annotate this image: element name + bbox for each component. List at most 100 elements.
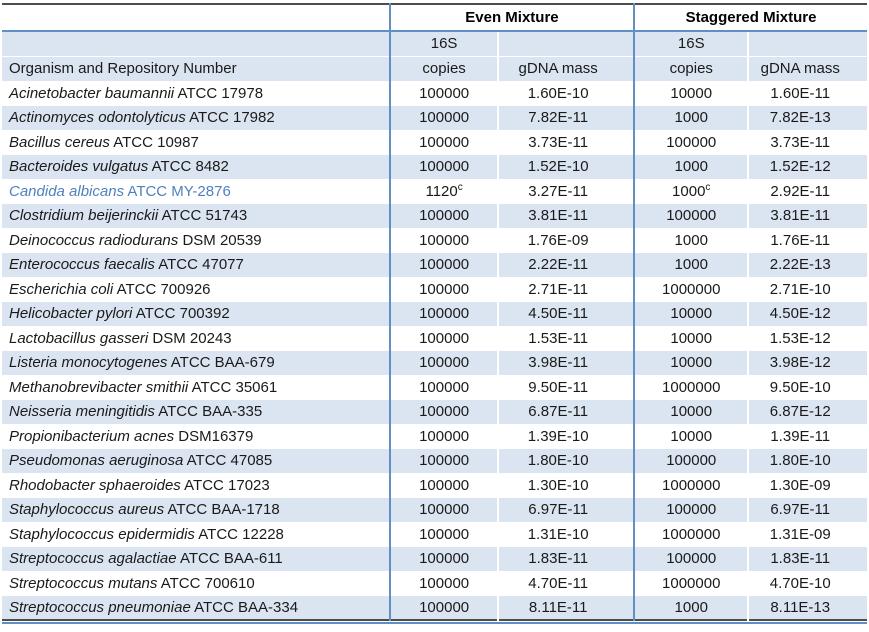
even-gdna-mass: 2.22E-11 [498, 252, 636, 277]
even-gdna-mass: 1.30E-10 [498, 473, 636, 498]
even-gdna-mass: 4.70E-11 [498, 571, 636, 596]
table-row: Staphylococcus aureus ATCC BAA-1718 1000… [2, 497, 867, 522]
organism-cell: Streptococcus pneumoniae ATCC BAA-334 [2, 595, 391, 620]
even-16s-copies: 100000 [389, 595, 500, 620]
table-body: Acinetobacter baumannii ATCC 17978 10000… [2, 81, 867, 620]
staggered-gdna-mass: 1.60E-11 [770, 84, 831, 102]
organism-name: Bacillus cereus [9, 133, 110, 151]
repository-number: DSM16379 [178, 427, 254, 445]
even-gdna-label: gDNA mass [498, 55, 636, 81]
table-row: Methanobrevibacter smithii ATCC 35061 10… [2, 375, 867, 400]
organism-cell: Clostridium beijerinckii ATCC 51743 [2, 203, 391, 228]
even-gdna-mass: 4.50E-11 [498, 301, 636, 326]
even-gdna-mass: 3.98E-11 [498, 350, 636, 375]
even-gdna-mass: 1.76E-09 [498, 228, 636, 253]
organism-cell: Actinomyces odontolyticus ATCC 17982 [2, 105, 391, 130]
even-16s-copies: 100000 [389, 81, 500, 106]
staggered-16s-copies: 100000 [634, 448, 750, 473]
staggered-gdna-label: gDNA mass [748, 55, 867, 81]
staggered-gdna-mass: 1.30E-09 [769, 476, 831, 494]
repository-number: ATCC BAA-334 [194, 598, 299, 616]
even-16s-copies: 100000 [389, 154, 500, 179]
staggered-16s-copies: 10000 [634, 399, 750, 424]
staggered-gdna-mass: 1.80E-10 [769, 452, 831, 470]
even-gdna-mass: 2.71E-11 [498, 277, 636, 302]
table-row: Streptococcus mutans ATCC 700610 100000 … [2, 571, 867, 596]
organism-name: Methanobrevibacter smithii [9, 378, 189, 396]
table-row: Rhodobacter sphaeroides ATCC 17023 10000… [2, 473, 867, 498]
table-row: Deinococcus radiodurans DSM 20539 100000… [2, 228, 867, 253]
organism-name: Enterococcus faecalis [9, 256, 155, 274]
organism-cell: Streptococcus agalactiae ATCC BAA-611 [2, 546, 391, 571]
organism-cell: Streptococcus mutans ATCC 700610 [2, 571, 391, 596]
even-gdna-mass: 1.53E-11 [498, 326, 636, 351]
organism-name: Staphylococcus aureus [9, 501, 165, 519]
even-16s-copies: 100000 [389, 522, 500, 547]
staggered-gdna-mass: 9.50E-10 [769, 378, 831, 396]
even-16s-copies: 100000 [389, 228, 500, 253]
repository-number: DSM 20243 [152, 329, 232, 347]
staggered-gdna-mass: 4.50E-12 [769, 305, 831, 323]
table-row: Propionibacterium acnes DSM16379 100000 … [2, 424, 867, 449]
header-labels-row: Organism and Repository Number copies gD… [2, 55, 867, 81]
even-16s-copies: 100000 [389, 252, 500, 277]
staggered-mixture-header: Staggered Mixture [634, 4, 867, 32]
organism-cell: Methanobrevibacter smithii ATCC 35061 [2, 375, 391, 400]
organism-cell: Rhodobacter sphaeroides ATCC 17023 [2, 473, 391, 498]
repository-number: DSM 20539 [182, 231, 262, 249]
even-16s-copies: 100000 [389, 571, 500, 596]
organism-cell: Pseudomonas aeruginosa ATCC 47085 [2, 448, 391, 473]
organism-column-header: Organism and Repository Number [2, 55, 391, 81]
even-16s-copies: 100000 [389, 497, 500, 522]
staggered-16s-copies: 1000 [634, 105, 750, 130]
organism-name: Acinetobacter baumannii [9, 84, 175, 102]
organism-cell: Bacteroides vulgatus ATCC 8482 [2, 154, 391, 179]
organism-name: Staphylococcus epidermidis [9, 525, 195, 543]
repository-number: ATCC MY-2876 [127, 182, 231, 200]
organism-name: Bacteroides vulgatus [9, 158, 149, 176]
table-bottom-rule [2, 622, 867, 624]
staggered-gdna-mass: 1.31E-09 [769, 525, 831, 543]
repository-number: ATCC 51743 [161, 207, 248, 225]
staggered-16s-copies: 10000 [634, 301, 750, 326]
mock-community-table: Even Mixture Staggered Mixture 16S 16S O… [2, 3, 867, 621]
even-mixture-header: Even Mixture [389, 4, 636, 32]
even-gdna-mass: 6.87E-11 [498, 399, 636, 424]
table-row: Lactobacillus gasseri DSM 20243 100000 1… [2, 326, 867, 351]
table-row: Streptococcus agalactiae ATCC BAA-611 10… [2, 546, 867, 571]
even-16s-copies: 100000 [389, 277, 500, 302]
repository-number: ATCC 17978 [177, 84, 264, 102]
even-gdna-mass: 1.83E-11 [498, 546, 636, 571]
staggered-16s-copies: 10000 [634, 424, 750, 449]
table-row: Actinomyces odontolyticus ATCC 17982 100… [2, 105, 867, 130]
table-row: Listeria monocytogenes ATCC BAA-679 1000… [2, 350, 867, 375]
table-row: Bacteroides vulgatus ATCC 8482 100000 1.… [2, 154, 867, 179]
header-group-row: Even Mixture Staggered Mixture [2, 4, 867, 32]
even-gdna-mass: 9.50E-11 [498, 375, 636, 400]
staggered-16s-copies: 1000 [634, 252, 750, 277]
staggered-gdna-mass: 6.87E-12 [769, 403, 831, 421]
repository-number: ATCC BAA-679 [170, 354, 275, 372]
repository-number: ATCC BAA-611 [179, 550, 283, 568]
even-16s-copies: 100000 [389, 375, 500, 400]
repository-number: ATCC 35061 [191, 378, 278, 396]
repository-number: ATCC 47077 [158, 256, 244, 274]
organism-name: Streptococcus pneumoniae [9, 598, 191, 616]
footnote-marker: c [457, 181, 463, 193]
staggered-16s-copies: 1000 [634, 154, 750, 179]
even-16s-copies: 100000 [389, 130, 500, 155]
repository-number: ATCC 700926 [116, 280, 211, 298]
repository-number: ATCC 17023 [184, 476, 270, 494]
organism-name: Escherichia coli [9, 280, 114, 298]
staggered-16s-copies: 100000 [634, 497, 750, 522]
header-empty-cell [2, 31, 391, 56]
repository-number: ATCC 10987 [113, 133, 199, 151]
table-row: Neisseria meningitidis ATCC BAA-335 1000… [2, 399, 867, 424]
even-16s-copies: 100000 [389, 203, 500, 228]
organism-cell: Bacillus cereus ATCC 10987 [2, 130, 391, 155]
even-16s-copies: 100000 [389, 399, 500, 424]
table-row: Streptococcus pneumoniae ATCC BAA-334 10… [2, 595, 867, 620]
table-row: Bacillus cereus ATCC 10987 100000 3.73E-… [2, 130, 867, 155]
staggered-16s-copies: 1000 [634, 595, 750, 620]
